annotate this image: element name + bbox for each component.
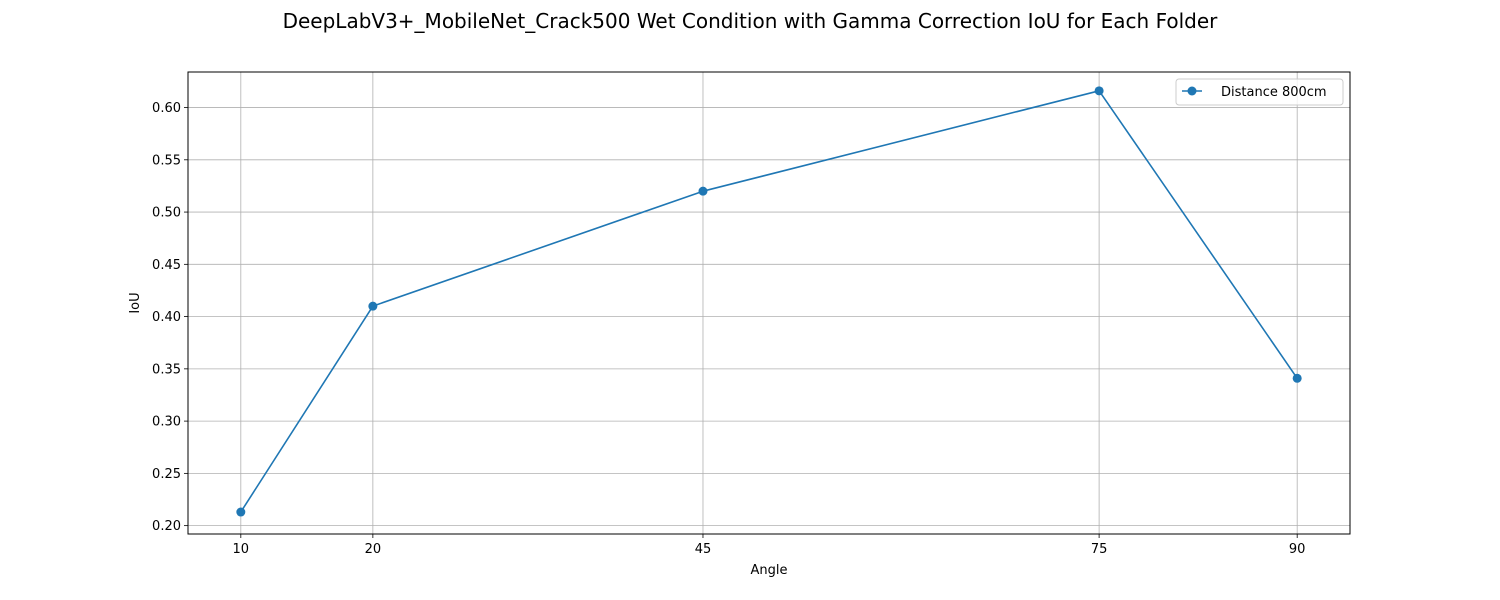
y-tick-label: 0.40	[152, 310, 181, 325]
series-group	[236, 86, 1302, 517]
y-tick-label: 0.45	[152, 258, 181, 273]
legend-frame	[1175, 78, 1344, 106]
x-tick-label: 90	[1289, 542, 1306, 557]
y-tick-label: 0.60	[152, 101, 181, 116]
data-point	[236, 507, 246, 517]
y-tick-label: 0.25	[152, 467, 181, 482]
chart-title: DeepLabV3+_MobileNet_Crack500 Wet Condit…	[283, 9, 1219, 33]
y-tick-label: 0.35	[152, 362, 181, 377]
legend-marker-swatch	[1187, 86, 1197, 96]
data-point	[1292, 373, 1302, 383]
grid-lines	[188, 72, 1350, 534]
y-axis-label: IoU	[128, 292, 143, 313]
y-tick-label: 0.55	[152, 153, 181, 168]
y-tick-label: 0.50	[152, 206, 181, 221]
y-axis: 0.20 0.25 0.30 0.35 0.40 0.45 0.50 0.55 0.60	[152, 101, 188, 534]
data-point	[1094, 86, 1104, 96]
legend: Distance 800cm	[1175, 78, 1344, 106]
data-point	[368, 301, 378, 311]
y-tick-label: 0.30	[152, 415, 181, 430]
data-point	[698, 186, 708, 196]
series-line	[240, 90, 1298, 513]
x-axis-label: Angle	[751, 563, 788, 578]
legend-entry-label: Distance 800cm	[1221, 85, 1327, 100]
x-tick-label: 20	[365, 542, 382, 557]
x-tick-label: 75	[1091, 542, 1108, 557]
x-axis: 10 20 45 75 90	[233, 534, 1306, 557]
x-tick-label: 10	[233, 542, 250, 557]
x-tick-label: 45	[695, 542, 712, 557]
y-tick-label: 0.20	[152, 519, 181, 534]
plot-area	[187, 71, 1351, 535]
